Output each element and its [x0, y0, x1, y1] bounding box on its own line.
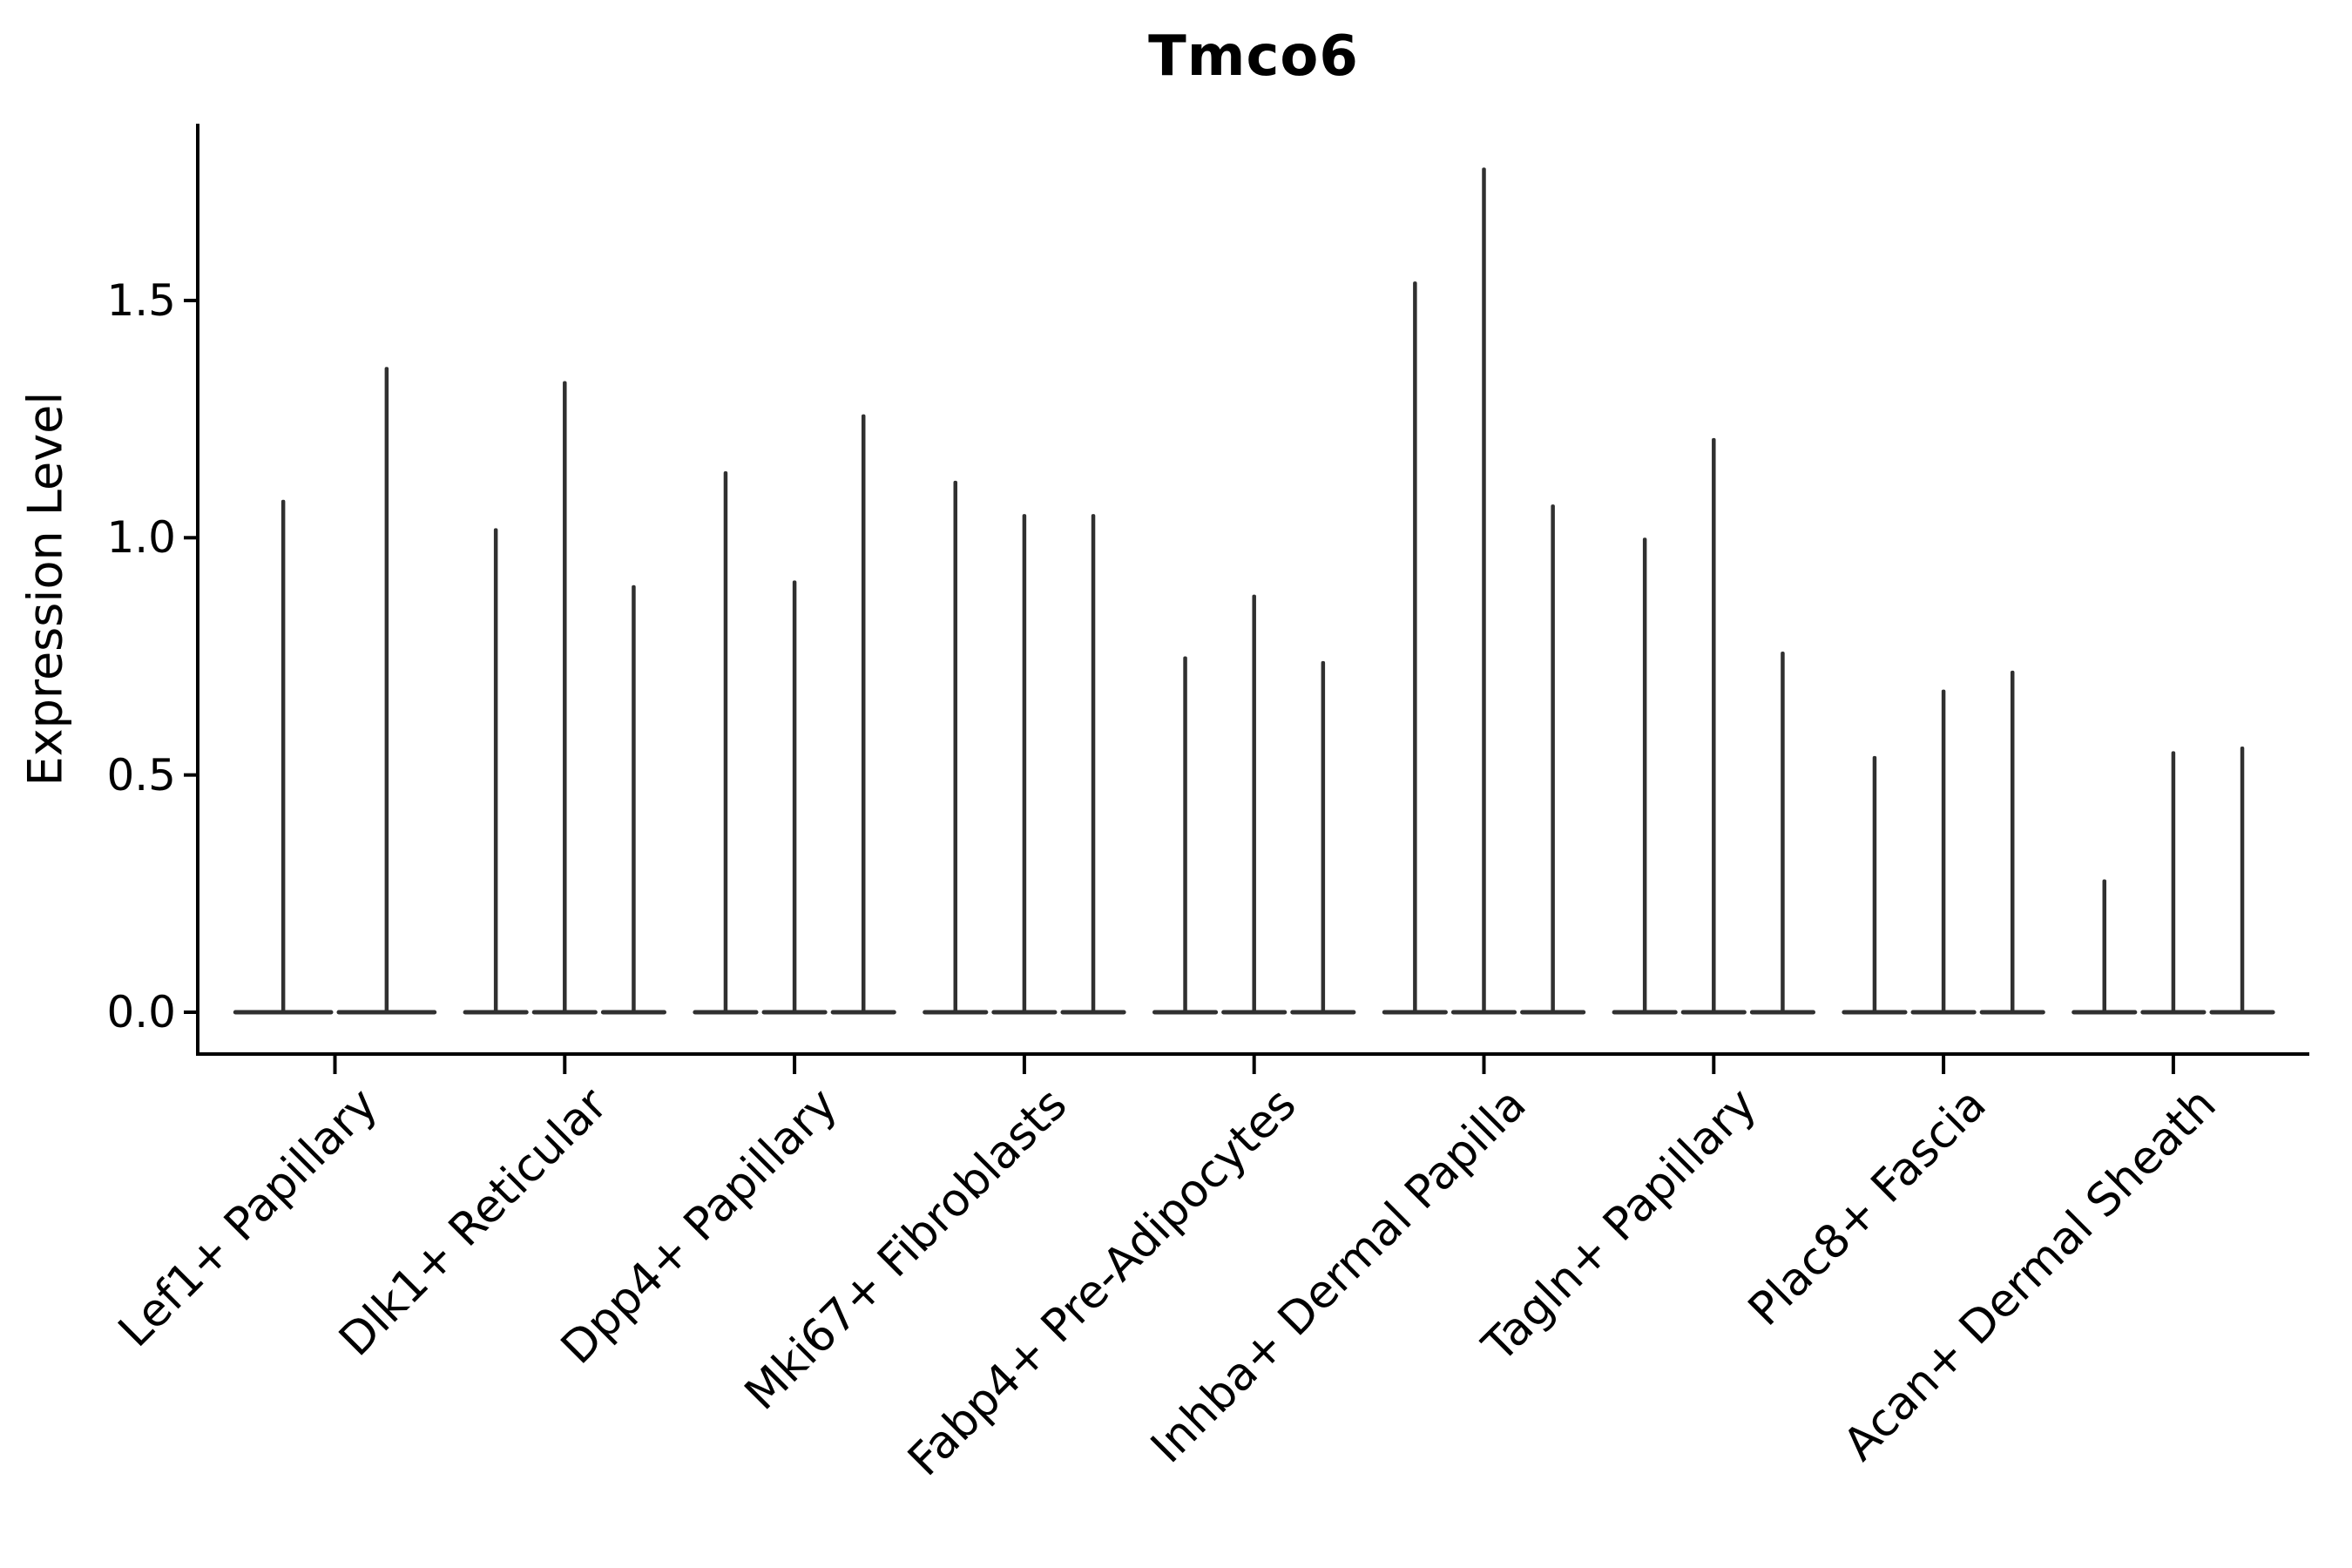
violin-spike	[2102, 879, 2107, 1012]
violin-spike	[493, 528, 498, 1012]
violin-spike	[1712, 437, 1716, 1013]
violin-spike	[1482, 167, 1486, 1012]
violin-spike	[792, 580, 797, 1012]
violin-spike	[953, 480, 958, 1012]
violin-spike	[1551, 504, 1555, 1012]
violin-spike	[384, 367, 389, 1012]
violin-spike	[723, 471, 728, 1012]
violin-spike	[2171, 751, 2176, 1012]
y-tick-label: 1.5	[106, 274, 176, 326]
violin-spike	[632, 585, 636, 1012]
violin-spike	[1872, 755, 1877, 1012]
violin-spike	[2240, 746, 2245, 1012]
violin-spike	[1091, 514, 1096, 1012]
y-tick-label: 0.0	[106, 987, 176, 1037]
violin-spike	[1252, 594, 1256, 1012]
violin-spike	[1941, 689, 1946, 1012]
violin-spike	[563, 381, 567, 1012]
y-tick-label: 1.0	[106, 512, 176, 564]
violin-spike	[2010, 670, 2015, 1012]
violin-spike	[1022, 514, 1027, 1012]
violin-spike	[1413, 281, 1417, 1012]
violin-spike	[1183, 656, 1187, 1012]
chart-title: Tmco6	[1148, 24, 1359, 89]
violin-spike	[280, 499, 286, 1012]
violin-spike	[861, 414, 866, 1013]
violin-spike	[1642, 537, 1647, 1012]
violin-spike	[1781, 652, 1785, 1012]
y-tick-label: 0.5	[106, 749, 176, 801]
violin-spike	[1321, 660, 1326, 1012]
